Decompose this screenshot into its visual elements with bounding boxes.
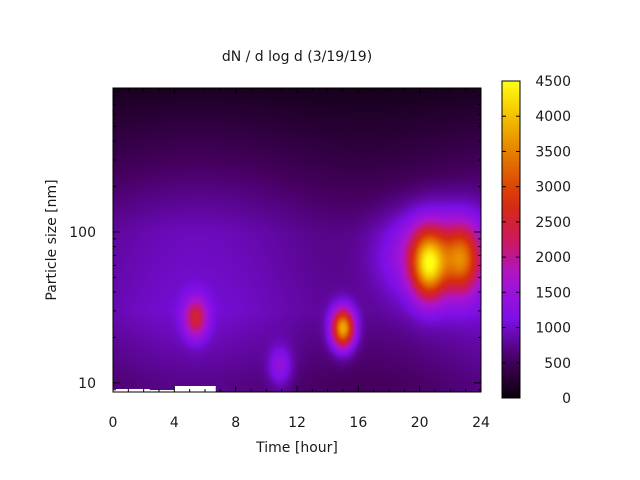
x-tick-label: 24 <box>472 415 490 431</box>
colorbar-tick-label: 1000 <box>535 321 571 337</box>
colorbar-tick-label: 2500 <box>535 215 571 231</box>
missing-data-layer <box>113 386 216 392</box>
colorbar-axis: 0 500 1000 1500 2000 2500 3000 3500 4000 4500 <box>502 74 571 407</box>
x-tick-label: 16 <box>349 415 367 431</box>
heatmap-image <box>113 88 481 392</box>
colorbar-tick-label: 3500 <box>535 144 571 160</box>
y-axis-label: Particle size [nm] <box>44 179 60 300</box>
colorbar-tick-label: 3000 <box>535 180 571 196</box>
missing-data-block <box>174 386 216 392</box>
colorbar-tick-label: 4500 <box>535 74 571 90</box>
chart-title: dN / d log d (3/19/19) <box>222 49 372 65</box>
y-axis: 10 100 <box>69 87 481 392</box>
missing-data-block <box>149 390 175 392</box>
colorbar-tick-label: 4000 <box>535 109 571 125</box>
y-tick-label: 100 <box>69 225 96 241</box>
colorbar-tick-label: 2000 <box>535 250 571 266</box>
colorbar-tick-label: 1500 <box>535 285 571 301</box>
colorbar-frame <box>501 80 521 399</box>
x-tick-label: 8 <box>231 415 240 431</box>
x-tick-label: 0 <box>109 415 118 431</box>
x-axis: 0 4 8 12 16 20 24 <box>109 88 490 431</box>
colorbar-tick-label: 0 <box>562 391 571 407</box>
x-axis-label: Time [hour] <box>255 440 338 456</box>
x-tick-label: 20 <box>411 415 429 431</box>
colorbar-tick-label: 500 <box>544 356 571 372</box>
x-tick-label: 12 <box>288 415 306 431</box>
missing-data-block <box>113 389 150 392</box>
y-tick-label: 10 <box>78 376 96 392</box>
colorbar <box>502 81 520 398</box>
x-tick-label: 4 <box>170 415 179 431</box>
